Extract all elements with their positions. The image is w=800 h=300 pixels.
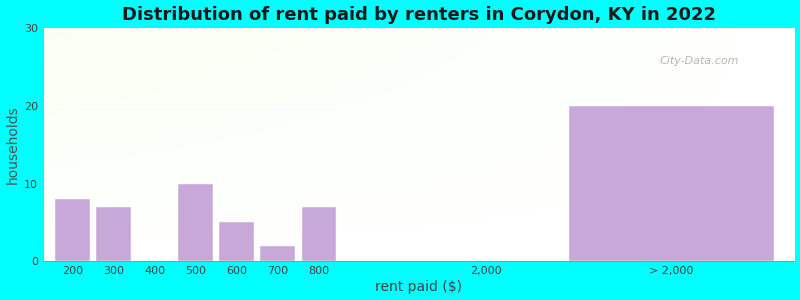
Bar xyxy=(261,246,295,261)
Title: Distribution of rent paid by renters in Corydon, KY in 2022: Distribution of rent paid by renters in … xyxy=(122,6,715,24)
Bar xyxy=(96,207,131,261)
Bar xyxy=(219,223,254,261)
X-axis label: rent paid ($): rent paid ($) xyxy=(375,280,462,294)
Bar xyxy=(55,199,90,261)
Bar xyxy=(302,207,337,261)
Y-axis label: households: households xyxy=(6,105,19,184)
Text: City-Data.com: City-Data.com xyxy=(659,56,738,66)
Bar xyxy=(178,184,213,261)
Bar xyxy=(569,106,774,261)
